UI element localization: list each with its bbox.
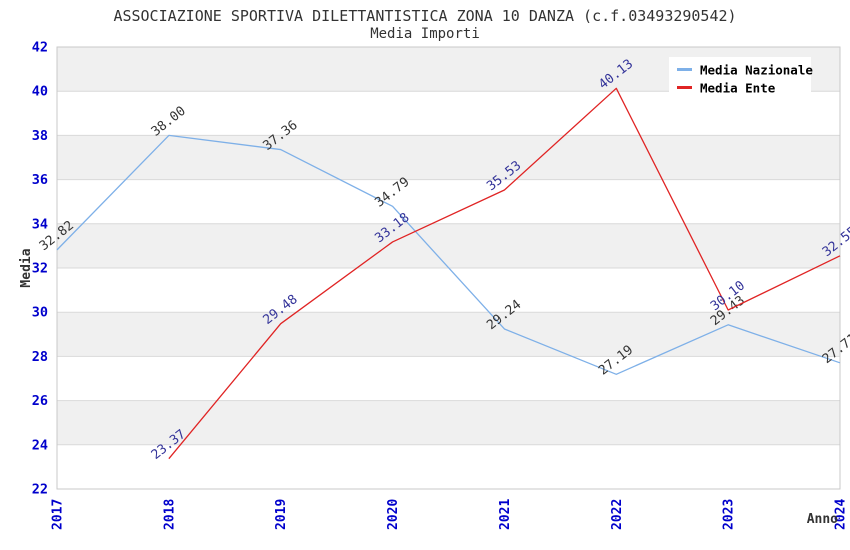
y-tick-label: 22 bbox=[32, 482, 48, 498]
plot-band bbox=[57, 179, 840, 224]
plot-band bbox=[57, 312, 840, 357]
plot-band bbox=[57, 356, 840, 401]
x-tick-label: 2023 bbox=[722, 499, 737, 530]
y-tick-label: 36 bbox=[32, 172, 48, 188]
legend-item-media-ente: Media Ente bbox=[669, 79, 811, 97]
x-tick-label: 2024 bbox=[834, 499, 849, 530]
plot-border bbox=[56, 46, 841, 490]
series-line-nazionale bbox=[56, 134, 841, 375]
series-line-ente bbox=[168, 87, 841, 460]
y-tick-label: 38 bbox=[32, 128, 48, 144]
y-axis-title: Media bbox=[19, 248, 34, 287]
x-tick-label: 2018 bbox=[162, 499, 177, 530]
plot-band bbox=[57, 444, 840, 489]
x-tick-label: 2020 bbox=[386, 499, 401, 530]
x-tick-label: 2022 bbox=[610, 499, 625, 530]
y-tick-label: 42 bbox=[32, 40, 48, 56]
x-tick-label: 2019 bbox=[274, 499, 289, 530]
legend-label-ente: Media Ente bbox=[700, 80, 776, 96]
y-tick-label: 30 bbox=[32, 305, 48, 321]
chart-subtitle: Media Importi bbox=[370, 26, 480, 42]
x-tick-label: 2021 bbox=[498, 499, 513, 530]
y-tick-label: 24 bbox=[32, 437, 48, 453]
plot-band bbox=[57, 400, 840, 445]
legend-label-nazionale: Media Nazionale bbox=[700, 62, 813, 78]
legend-line-swatch-nazionale bbox=[677, 68, 692, 71]
legend: Media Nazionale Media Ente bbox=[669, 57, 813, 101]
legend-line-swatch-ente bbox=[677, 86, 692, 89]
legend-item-media-nazionale: Media Nazionale bbox=[669, 61, 813, 79]
y-tick-label: 26 bbox=[32, 393, 48, 409]
x-axis-title: Anno bbox=[807, 512, 838, 527]
y-tick-label: 32 bbox=[32, 261, 48, 277]
chart-title: ASSOCIAZIONE SPORTIVA DILETTANTISTICA ZO… bbox=[113, 7, 737, 25]
x-tick-label: 2017 bbox=[51, 499, 66, 530]
y-tick-label: 34 bbox=[32, 216, 48, 232]
y-tick-label: 40 bbox=[32, 84, 48, 100]
y-tick-label: 28 bbox=[32, 349, 48, 365]
plot-band bbox=[57, 135, 840, 180]
plot-band bbox=[57, 223, 840, 268]
plot-band bbox=[57, 268, 840, 313]
